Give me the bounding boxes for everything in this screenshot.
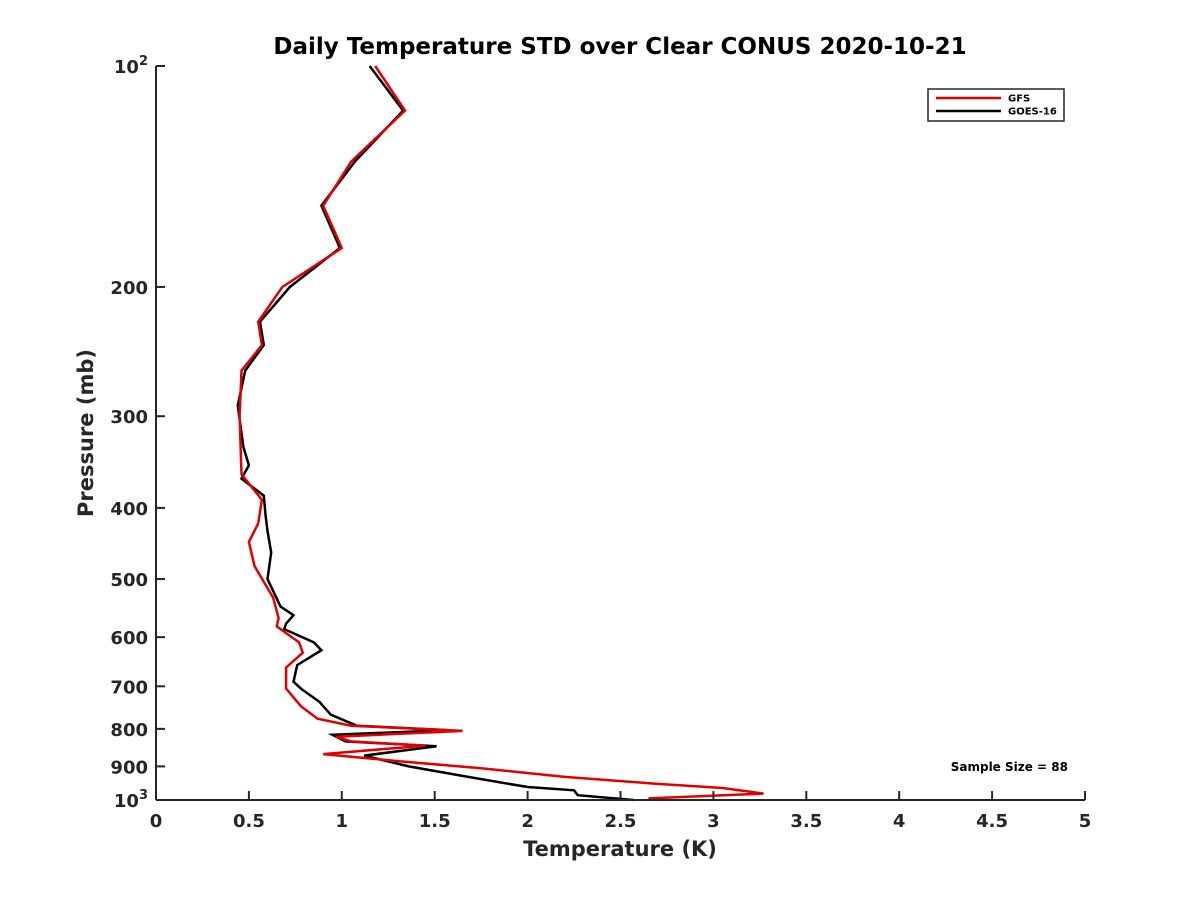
legend-box xyxy=(927,88,1065,122)
x-tick-label: 2 xyxy=(521,811,534,832)
x-tick-label: 3.5 xyxy=(790,811,822,832)
y-axis-label: Pressure (mb) xyxy=(74,349,98,517)
x-tick-label: 4 xyxy=(893,811,906,832)
x-tick-label: 0 xyxy=(150,811,163,832)
y-tick-label: 600 xyxy=(110,628,148,649)
legend-label-gfs: GFS xyxy=(1008,94,1030,105)
x-tick-label: 1 xyxy=(336,811,349,832)
x-ticks: 0 0.5 1 1.5 2 2.5 3 3.5 4 4.5 5 xyxy=(150,791,1092,832)
series-line-goes16 xyxy=(236,65,634,802)
y-tick-label: 900 xyxy=(110,757,148,778)
series-line-gfs xyxy=(238,65,764,800)
legend: GFS GOES-16 xyxy=(927,88,1065,122)
y-tick-label: 103 xyxy=(114,788,148,812)
y-tick-label: 200 xyxy=(110,278,148,299)
legend-label-goes16: GOES-16 xyxy=(1008,107,1057,118)
sample-size-annotation: Sample Size = 88 xyxy=(951,760,1068,774)
x-tick-label: 5 xyxy=(1079,811,1092,832)
x-tick-label: 3 xyxy=(707,811,720,832)
plot-lines xyxy=(236,65,764,802)
y-tick-label: 300 xyxy=(110,407,148,428)
y-ticks: 102 200 300 400 500 600 700 800 900 103 xyxy=(110,54,165,812)
y-tick-label: 102 xyxy=(114,54,148,78)
x-axis-label: Temperature (K) xyxy=(523,837,717,861)
chart-title: Daily Temperature STD over Clear CONUS 2… xyxy=(273,34,966,60)
x-tick-label: 2.5 xyxy=(605,811,637,832)
x-tick-label: 0.5 xyxy=(233,811,265,832)
x-tick-label: 1.5 xyxy=(419,811,451,832)
y-tick-label: 800 xyxy=(110,720,148,741)
y-tick-label: 500 xyxy=(110,570,148,591)
y-tick-label: 400 xyxy=(110,499,148,520)
y-tick-label: 700 xyxy=(110,677,148,698)
x-tick-label: 4.5 xyxy=(976,811,1008,832)
